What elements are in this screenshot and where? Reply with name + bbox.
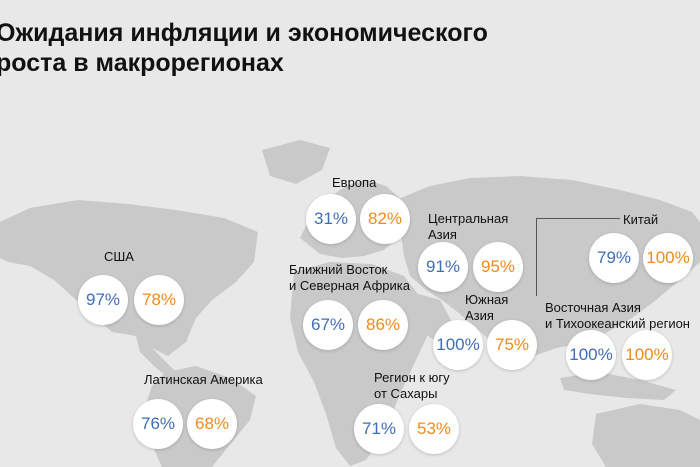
central-america-shape (136, 336, 176, 378)
mena-inflation-value: 67% (303, 300, 353, 350)
region-label-latam: Латинская Америка (144, 372, 263, 387)
china-growth-value: 100% (643, 233, 693, 283)
region-label-china: Китай (623, 212, 659, 227)
south-asia-growth-value: 75% (487, 320, 537, 370)
title-line-2: роста в макрорегионах (0, 49, 284, 77)
south-asia-inflation-value: 100% (433, 320, 483, 370)
region-label-usa: США (104, 249, 134, 264)
title-line-1: Ожидания инфляции и экономического (0, 19, 488, 47)
region-label-europe: Европа (332, 175, 377, 190)
central-asia-growth-value: 95% (473, 242, 523, 292)
east-asia-pacific-inflation-value: 100% (566, 330, 616, 380)
usa-growth-value: 78% (134, 275, 184, 325)
east-asia-pacific-growth-value: 100% (622, 330, 672, 380)
region-label-mena: Ближний Восток и Северная Африка (289, 262, 410, 293)
region-label-central-asia: Центральная Азия (428, 211, 509, 242)
central-asia-inflation-value: 91% (418, 242, 468, 292)
ssa-inflation-value: 71% (354, 404, 404, 454)
region-label-ssa: Регион к югу от Сахары (374, 370, 450, 401)
australia-shape (592, 404, 700, 467)
chart-title: Ожидания инфляции и экономического роста… (0, 18, 696, 78)
north-america-shape (0, 200, 258, 356)
latam-growth-value: 68% (187, 399, 237, 449)
mena-growth-value: 86% (358, 300, 408, 350)
china-inflation-value: 79% (589, 233, 639, 283)
latam-inflation-value: 76% (133, 399, 183, 449)
ssa-growth-value: 53% (409, 404, 459, 454)
leader-line-horizontal (536, 218, 620, 219)
europe-growth-value: 82% (360, 194, 410, 244)
region-label-east-asia-pacific: Восточная Азия и Тихоокеанский регион (545, 300, 690, 331)
leader-line-vertical (536, 218, 537, 296)
usa-inflation-value: 97% (78, 275, 128, 325)
region-label-south-asia: Южная Азия (465, 292, 509, 323)
greenland-shape (262, 140, 330, 184)
asia-shape (396, 176, 700, 356)
europe-inflation-value: 31% (306, 194, 356, 244)
